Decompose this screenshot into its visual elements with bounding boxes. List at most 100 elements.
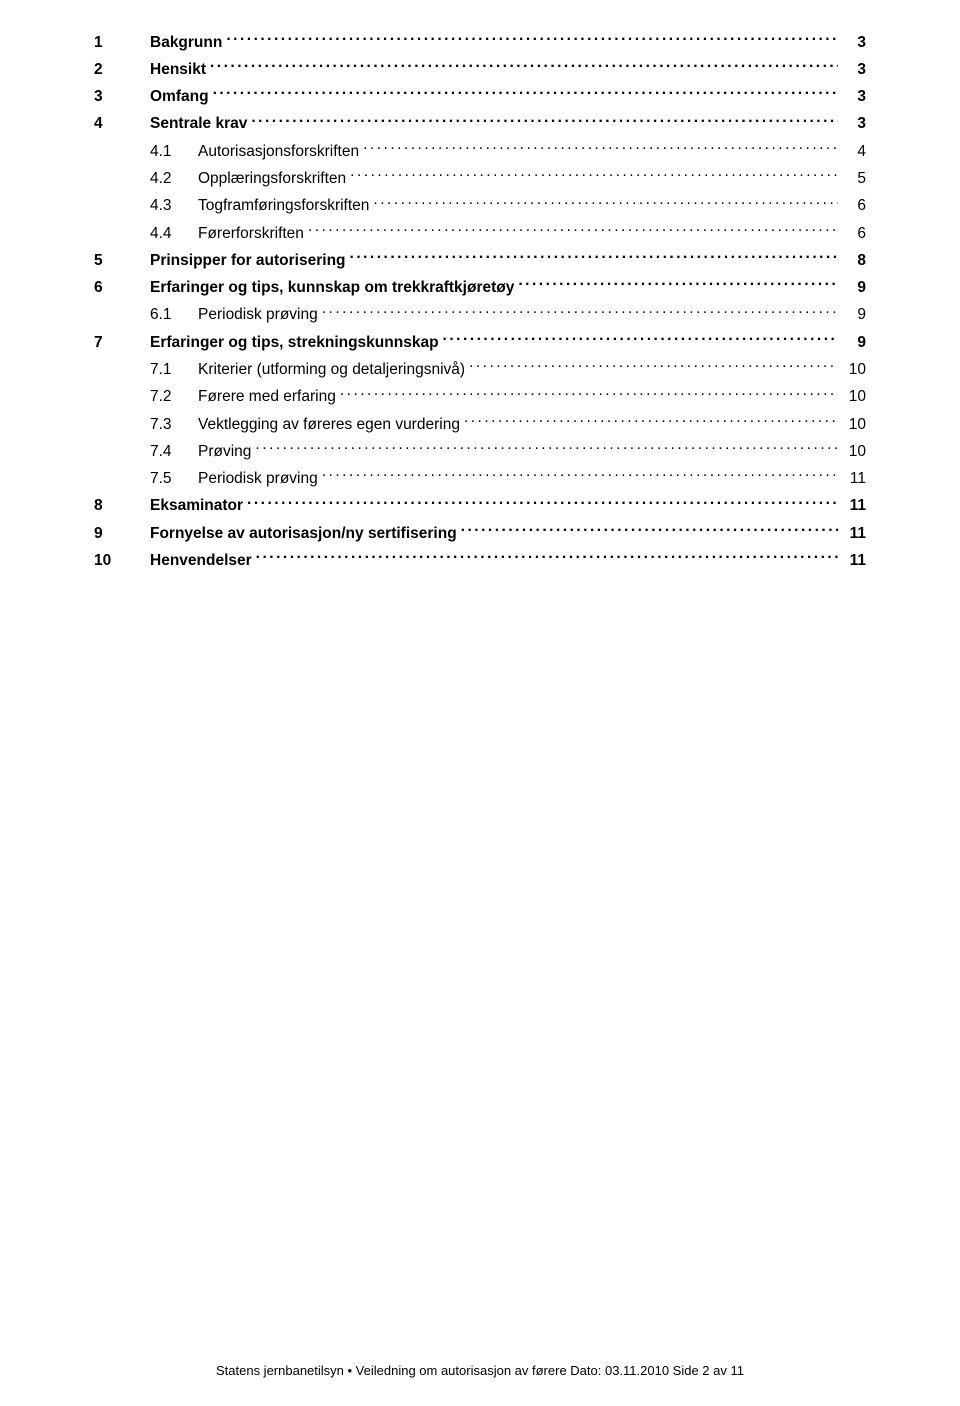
toc-leader-dots [210,55,838,74]
toc-entry-page: 10 [842,414,866,436]
toc-entry-number: 1 [94,32,150,54]
toc-entry-title: Sentrale krav [150,113,247,135]
toc-entry: 7.3Vektlegging av føreres egen vurdering… [94,410,866,435]
toc-entry: 5Prinsipper for autorisering 8 [94,246,866,271]
toc-entry: 7.2Førere med erfaring 10 [94,383,866,408]
toc-entry: 2Hensikt3 [94,55,866,80]
toc-entry-number: 4.2 [94,168,198,190]
toc-entry: 9Fornyelse av autorisasjon/ny sertifiser… [94,519,866,544]
toc-entry-title: Fornyelse av autorisasjon/ny sertifiseri… [150,523,457,545]
toc-entry-number: 3 [94,86,150,108]
toc-entry-page: 11 [842,523,866,545]
toc-entry: 4.4Førerforskriften 6 [94,219,866,244]
toc-entry: 7.5Periodisk prøving11 [94,465,866,490]
toc-leader-dots [322,301,838,320]
toc-leader-dots [443,328,838,347]
toc-entry-page: 11 [842,468,866,490]
toc-entry-page: 10 [842,386,866,408]
toc-leader-dots [308,219,838,238]
toc-entry-number: 7.2 [94,386,198,408]
toc-leader-dots [247,492,838,511]
toc-entry-page: 11 [842,495,866,517]
toc-entry: 4Sentrale krav 3 [94,110,866,135]
toc-entry-title: Førere med erfaring [198,386,336,408]
toc-entry-title: Omfang [150,86,209,108]
toc-leader-dots [464,410,838,429]
toc-entry-number: 4 [94,113,150,135]
toc-entry-title: Prinsipper for autorisering [150,250,346,272]
toc-entry: 1Bakgrunn 3 [94,28,866,53]
toc-entry-number: 4.3 [94,195,198,217]
toc-entry-page: 6 [842,195,866,217]
toc-leader-dots [469,355,838,374]
toc-entry-number: 4.4 [94,223,198,245]
toc-entry: 8Eksaminator 11 [94,492,866,517]
toc-entry-title: Hensikt [150,59,206,81]
toc-entry-page: 11 [842,550,866,572]
toc-entry-number: 6 [94,277,150,299]
toc-leader-dots [256,546,838,565]
toc-entry-page: 10 [842,359,866,381]
toc-entry-page: 9 [842,304,866,326]
toc-entry-number: 9 [94,523,150,545]
toc-entry-title: Bakgrunn [150,32,222,54]
toc-entry-title: Opplæringsforskriften [198,168,346,190]
toc-entry-page: 6 [842,223,866,245]
toc-entry: 4.2Opplæringsforskriften 5 [94,164,866,189]
toc-entry-number: 7.1 [94,359,198,381]
toc-entry: 7Erfaringer og tips, strekningskunnskap 9 [94,328,866,353]
toc-leader-dots [518,274,838,293]
toc-entry-title: Vektlegging av føreres egen vurdering [198,414,460,436]
toc-entry-number: 10 [94,550,150,572]
toc-entry-title: Periodisk prøving [198,304,318,326]
toc-entry-title: Erfaringer og tips, kunnskap om trekkraf… [150,277,514,299]
toc-entry-number: 7.4 [94,441,198,463]
toc-entry-title: Togframføringsforskriften [198,195,369,217]
toc-entry-title: Prøving [198,441,251,463]
toc-leader-dots [363,137,838,156]
toc-leader-dots [340,383,838,402]
toc-entry-number: 7 [94,332,150,354]
toc-entry-title: Erfaringer og tips, strekningskunnskap [150,332,439,354]
toc-entry: 10Henvendelser 11 [94,546,866,571]
toc-entry-title: Kriterier (utforming og detaljeringsnivå… [198,359,465,381]
toc-entry-page: 9 [842,332,866,354]
toc-leader-dots [350,164,838,183]
toc-entry-page: 5 [842,168,866,190]
toc-leader-dots [213,83,838,102]
toc-leader-dots [373,192,838,211]
toc-entry: 6Erfaringer og tips, kunnskap om trekkra… [94,274,866,299]
toc-entry-number: 7.3 [94,414,198,436]
toc-entry: 3Omfang3 [94,83,866,108]
toc-entry: 4.3Togframføringsforskriften 6 [94,192,866,217]
toc-entry-number: 6.1 [94,304,198,326]
toc-entry-page: 3 [842,113,866,135]
toc-entry-title: Henvendelser [150,550,252,572]
toc-entry-title: Eksaminator [150,495,243,517]
toc-entry-page: 9 [842,277,866,299]
toc-leader-dots [322,465,838,484]
toc-leader-dots [226,28,838,47]
toc-entry: 7.4Prøving 10 [94,437,866,462]
toc-leader-dots [251,110,838,129]
toc-entry-number: 5 [94,250,150,272]
toc-entry-number: 4.1 [94,141,198,163]
toc-entry-page: 3 [842,86,866,108]
toc-leader-dots [350,246,838,265]
toc-entry-number: 8 [94,495,150,517]
toc-entry-page: 10 [842,441,866,463]
toc-entry-page: 8 [842,250,866,272]
table-of-contents: 1Bakgrunn32Hensikt33Omfang34Sentrale kra… [94,28,866,572]
toc-entry: 6.1Periodisk prøving 9 [94,301,866,326]
toc-leader-dots [461,519,838,538]
toc-leader-dots [255,437,838,456]
toc-entry: 7.1Kriterier (utforming og detaljeringsn… [94,355,866,380]
toc-entry: 4.1Autorisasjonsforskriften4 [94,137,866,162]
page-footer: Statens jernbanetilsyn • Veiledning om a… [0,1363,960,1378]
toc-entry-title: Autorisasjonsforskriften [198,141,359,163]
toc-entry-page: 3 [842,32,866,54]
toc-entry-title: Førerforskriften [198,223,304,245]
toc-entry-page: 3 [842,59,866,81]
document-page: 1Bakgrunn32Hensikt33Omfang34Sentrale kra… [0,0,960,1406]
toc-entry-title: Periodisk prøving [198,468,318,490]
